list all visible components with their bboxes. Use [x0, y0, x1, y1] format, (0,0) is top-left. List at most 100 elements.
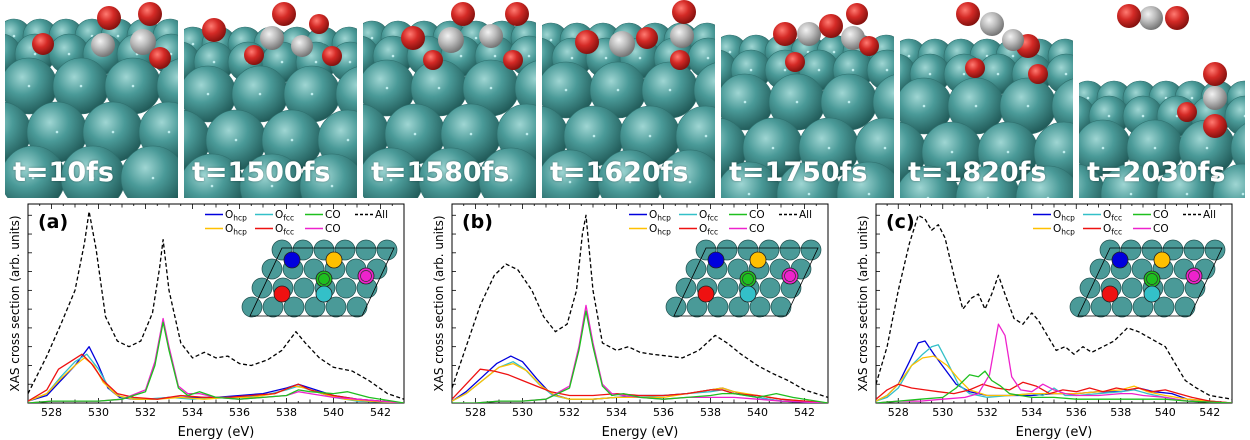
surface-atom-highlight [1062, 150, 1066, 154]
inset-surface-atom [749, 296, 771, 318]
surface-atom-highlight [31, 176, 35, 180]
inset-surface-atom [1132, 296, 1154, 318]
surface-atom [900, 165, 961, 198]
surface-atom-highlight [867, 192, 871, 196]
snapshot-time-label: t=10fs [13, 157, 114, 188]
legend-label: CO [749, 223, 765, 235]
x-tick-label: 542 [794, 406, 815, 419]
inset-surface-atom [779, 239, 801, 261]
inset-surface-atom [1174, 296, 1196, 318]
surface-atom-highlight [469, 132, 473, 136]
surface-atom [120, 145, 178, 198]
legend-label: Ofcc [699, 223, 718, 237]
surface-atom [335, 66, 357, 122]
inset-surface-atom [1069, 296, 1091, 318]
legend-label: Ofcc [1103, 209, 1122, 223]
surface-atom-highlight [704, 134, 708, 138]
oxygen-atom [773, 22, 797, 46]
oxygen-atom [272, 2, 296, 26]
oxygen-atom [785, 52, 805, 72]
surface-atom-highlight [474, 36, 478, 40]
x-tick-label: 538 [276, 406, 297, 419]
inset-surface-atom [686, 296, 708, 318]
inset-surface-atom [1090, 296, 1112, 318]
legend-label: Ofcc [275, 209, 294, 223]
surface-atom-highlight [131, 84, 135, 88]
snapshot-t1750: t=1750fs [721, 0, 894, 198]
surface-atom-highlight [1046, 196, 1050, 198]
oxygen-atom [138, 2, 162, 26]
oxygen-atom [1177, 102, 1197, 122]
carbon-atom [670, 24, 694, 48]
inset-surface-atom [759, 277, 781, 299]
surface-atom-highlight [688, 180, 692, 184]
surface-atom-highlight [638, 56, 642, 60]
surface-atom [478, 147, 536, 198]
surface-inset-diagram [241, 239, 398, 318]
inset-adsorbate-ring [360, 270, 372, 282]
surface-atom-highlight [743, 100, 747, 104]
x-tick-label: 540 [323, 406, 344, 419]
inset-surface-atom [728, 296, 750, 318]
inset-adsorbate-ring [742, 273, 754, 285]
spectrum-panel-b: 528 530 532 534 536 538 540 542 Energy (eV) XAS c… [424, 198, 844, 440]
surface-atom-highlight [986, 196, 990, 198]
surface-atom-highlight [55, 130, 59, 134]
surface-atom-highlight [280, 60, 284, 64]
surface-atom-highlight [832, 50, 836, 54]
inset-surface-atom [1111, 296, 1133, 318]
series-line-all [876, 214, 1232, 400]
surface-atom-highlight [437, 86, 441, 90]
series-line-all [452, 214, 828, 399]
inset-surface-atom [717, 277, 739, 299]
surface-atom-highlight [1101, 146, 1105, 150]
inset-surface-atom [800, 239, 822, 261]
x-tick-label: 530 [932, 406, 953, 419]
surface-atom-highlight [1086, 96, 1090, 100]
inset-surface-atom [251, 277, 273, 299]
snapshot-t1580-image [363, 0, 536, 198]
surface-atom-highlight [1241, 192, 1245, 196]
oxygen-atom [636, 27, 658, 49]
series-line-co-1 [28, 321, 404, 403]
oxygen-atom [1203, 62, 1227, 86]
surface-atom-highlight [449, 178, 453, 182]
surface-atom-highlight [907, 54, 911, 58]
legend-label: CO [325, 223, 341, 235]
surface-atom-highlight [570, 56, 574, 60]
inset-adsorbate-ring [784, 270, 796, 282]
surface-atom-highlight [922, 104, 926, 108]
surface-atom-highlight [111, 130, 115, 134]
inset-surface-atom [1204, 239, 1226, 261]
spectrum-panel-c: 528 530 532 534 536 538 540 542 Energy (eV) XAS c… [848, 198, 1248, 440]
surface-atom-highlight [1205, 146, 1209, 150]
snapshot-t1500: t=1500fs [184, 0, 357, 198]
oxygen-atom [505, 2, 529, 26]
inset-surface-atom [770, 296, 792, 318]
surface-atom-highlight [1129, 192, 1133, 196]
x-tick-label: 534 [1021, 406, 1042, 419]
surface-atom [955, 165, 1021, 198]
legend-label: All [1203, 209, 1216, 221]
surface-atom-highlight [116, 34, 120, 38]
y-axis-label: XAS cross section (arb. units) [432, 215, 446, 391]
oxygen-atom [423, 50, 443, 70]
legend-label: Ofcc [275, 223, 294, 237]
surface-atom [693, 62, 715, 118]
inset-adsorbate-o-hcp-1 [283, 251, 301, 269]
oxygen-atom [244, 45, 264, 65]
spectrum-panel-a: 528 530 532 534 536 538 540 542 Energy (eV) XAS c… [0, 198, 420, 440]
spectrum-chart-b: 528 530 532 534 536 538 540 542 Energy (eV) XAS c… [432, 203, 829, 440]
series-line-co-2 [876, 323, 1232, 403]
snapshot-t10-image [5, 0, 178, 198]
oxygen-atom [1165, 6, 1189, 30]
surface-atom-highlight [928, 72, 932, 76]
surface-atom-highlight [817, 68, 821, 72]
oxygen-atom [670, 50, 690, 70]
surface-atom-highlight [771, 146, 775, 150]
snapshot-t1820: t=1820fs [900, 0, 1073, 198]
surface-atom-highlight [33, 52, 37, 56]
x-tick-label: 542 [1199, 406, 1220, 419]
inset-surface-atom [325, 296, 347, 318]
oxygen-atom [32, 33, 54, 55]
